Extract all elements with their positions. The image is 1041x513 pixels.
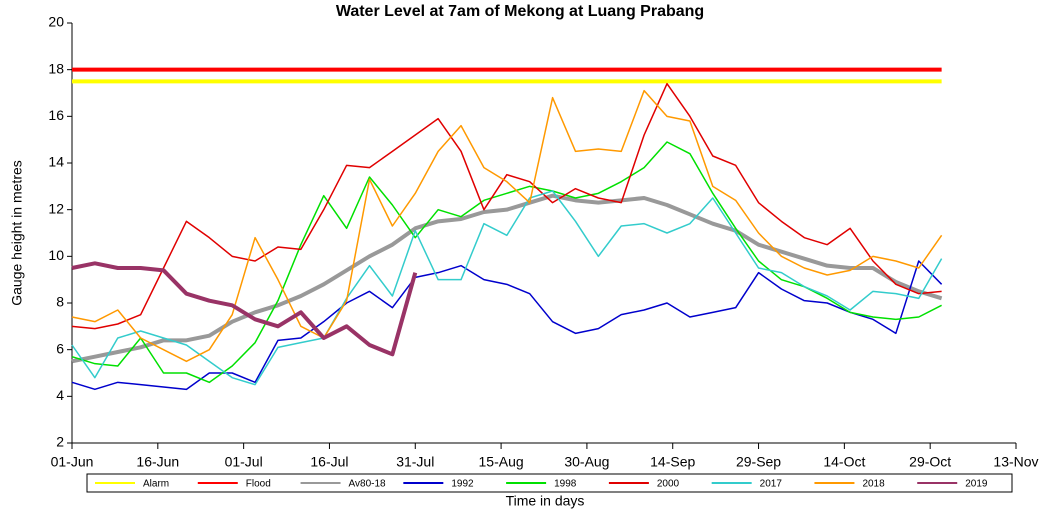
series-line: [71, 261, 418, 357]
series-line: [71, 141, 942, 384]
x-tick-label: 15-Aug: [479, 454, 524, 470]
x-tick-label: 30-Aug: [564, 454, 609, 470]
legend-label: Flood: [246, 479, 271, 490]
y-tick-label: 6: [56, 340, 64, 356]
x-tick-label: 29-Sep: [736, 454, 781, 470]
y-tick-label: 20: [48, 14, 64, 30]
series-line: [71, 260, 943, 391]
legend-label: 1998: [554, 479, 577, 490]
legend-label: Alarm: [143, 479, 169, 490]
y-tick-label: 14: [48, 154, 64, 170]
legend-label: Av80-18: [349, 479, 387, 490]
x-axis-label: Time in days: [506, 493, 585, 509]
legend-label: 2000: [657, 479, 680, 490]
y-tick-label: 16: [48, 107, 64, 123]
y-tick-label: 12: [48, 200, 64, 216]
series-line: [71, 190, 943, 386]
x-tick-label: 01-Jun: [51, 454, 94, 470]
y-tick-label: 2: [56, 434, 64, 450]
series-line: [71, 89, 943, 363]
legend-label: 2018: [862, 479, 885, 490]
x-tick-label: 16-Jun: [136, 454, 179, 470]
x-tick-label: 29-Oct: [909, 454, 951, 470]
legend-label: 2019: [965, 479, 988, 490]
legend: [86, 473, 1013, 493]
x-tick-label: 31-Jul: [396, 454, 434, 470]
series-line: [71, 82, 942, 330]
series-line: [71, 193, 943, 364]
y-tick-label: 18: [48, 60, 64, 76]
legend-label: 1992: [451, 479, 474, 490]
x-tick-label: 13-Nov: [993, 454, 1038, 470]
x-tick-label: 14-Sep: [650, 454, 695, 470]
legend-label: 2017: [760, 479, 783, 490]
x-tick-label: 01-Jul: [225, 454, 263, 470]
x-tick-label: 16-Jul: [310, 454, 348, 470]
x-tick-label: 14-Oct: [823, 454, 865, 470]
y-tick-label: 10: [48, 247, 64, 263]
y-axis-label: Gauge height in metres: [9, 160, 25, 306]
y-tick-label: 4: [56, 387, 64, 403]
y-tick-label: 8: [56, 294, 64, 310]
chart-title: Water Level at 7am of Mekong at Luang Pr…: [336, 3, 704, 20]
